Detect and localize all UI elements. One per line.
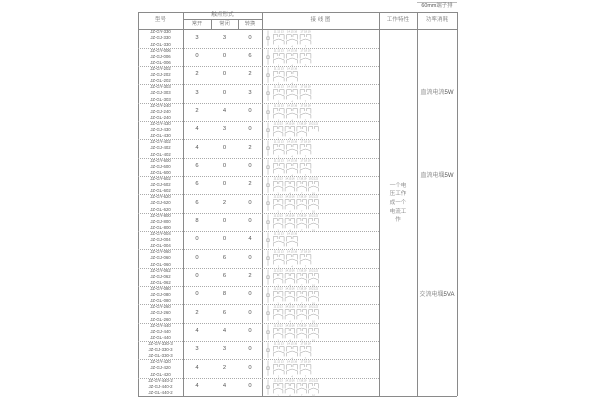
svg-text:16: 16 <box>294 342 297 346</box>
svg-text:16: 16 <box>292 378 295 382</box>
svg-text:13: 13 <box>281 231 284 235</box>
svg-text:19: 19 <box>308 30 311 34</box>
svg-text:16: 16 <box>294 140 297 144</box>
svg-text:19: 19 <box>308 360 311 364</box>
svg-text:16: 16 <box>292 195 295 199</box>
svg-text:13: 13 <box>281 30 284 34</box>
svg-text:22: 22 <box>315 176 318 180</box>
svg-text:13: 13 <box>280 176 283 180</box>
svg-text:16: 16 <box>294 66 297 70</box>
svg-text:16: 16 <box>292 213 295 217</box>
svg-text:19: 19 <box>303 323 306 327</box>
svg-text:19: 19 <box>308 103 311 107</box>
svg-text:16: 16 <box>294 231 297 235</box>
svg-text:22: 22 <box>315 286 318 290</box>
svg-text:19: 19 <box>303 176 306 180</box>
svg-text:13: 13 <box>280 195 283 199</box>
svg-text:13: 13 <box>281 158 284 162</box>
svg-text:19: 19 <box>303 213 306 217</box>
svg-text:22: 22 <box>315 213 318 217</box>
svg-text:19: 19 <box>308 342 311 346</box>
svg-text:22: 22 <box>315 323 318 327</box>
svg-text:13: 13 <box>281 48 284 52</box>
svg-text:16: 16 <box>294 30 297 34</box>
svg-text:19: 19 <box>303 195 306 199</box>
svg-text:22: 22 <box>315 305 318 309</box>
svg-text:16: 16 <box>292 268 295 272</box>
svg-text:16: 16 <box>294 85 297 89</box>
svg-text:13: 13 <box>281 360 284 364</box>
svg-text:13: 13 <box>280 378 283 382</box>
svg-text:16: 16 <box>292 323 295 327</box>
svg-text:16: 16 <box>292 176 295 180</box>
svg-text:16: 16 <box>294 103 297 107</box>
svg-text:19: 19 <box>308 85 311 89</box>
svg-text:13: 13 <box>280 213 283 217</box>
svg-text:19: 19 <box>308 158 311 162</box>
svg-text:22: 22 <box>315 121 318 125</box>
svg-text:22: 22 <box>315 378 318 382</box>
svg-text:16: 16 <box>292 121 295 125</box>
svg-text:13: 13 <box>281 85 284 89</box>
svg-text:16: 16 <box>292 286 295 290</box>
svg-text:13: 13 <box>280 305 283 309</box>
svg-text:16: 16 <box>294 158 297 162</box>
svg-text:16: 16 <box>294 250 297 254</box>
svg-text:19: 19 <box>303 378 306 382</box>
svg-text:13: 13 <box>280 268 283 272</box>
svg-text:13: 13 <box>281 66 284 70</box>
svg-text:19: 19 <box>308 250 311 254</box>
svg-text:13: 13 <box>280 286 283 290</box>
svg-text:16: 16 <box>294 360 297 364</box>
svg-text:16: 16 <box>294 48 297 52</box>
svg-text:13: 13 <box>281 250 284 254</box>
svg-text:19: 19 <box>303 286 306 290</box>
svg-text:19: 19 <box>303 268 306 272</box>
svg-text:19: 19 <box>303 305 306 309</box>
svg-text:19: 19 <box>303 121 306 125</box>
svg-text:13: 13 <box>280 121 283 125</box>
svg-text:13: 13 <box>280 323 283 327</box>
svg-text:19: 19 <box>308 140 311 144</box>
svg-text:22: 22 <box>315 268 318 272</box>
svg-text:13: 13 <box>281 103 284 107</box>
svg-text:13: 13 <box>281 140 284 144</box>
svg-text:13: 13 <box>281 342 284 346</box>
svg-text:22: 22 <box>315 195 318 199</box>
svg-text:19: 19 <box>308 48 311 52</box>
svg-text:16: 16 <box>292 305 295 309</box>
